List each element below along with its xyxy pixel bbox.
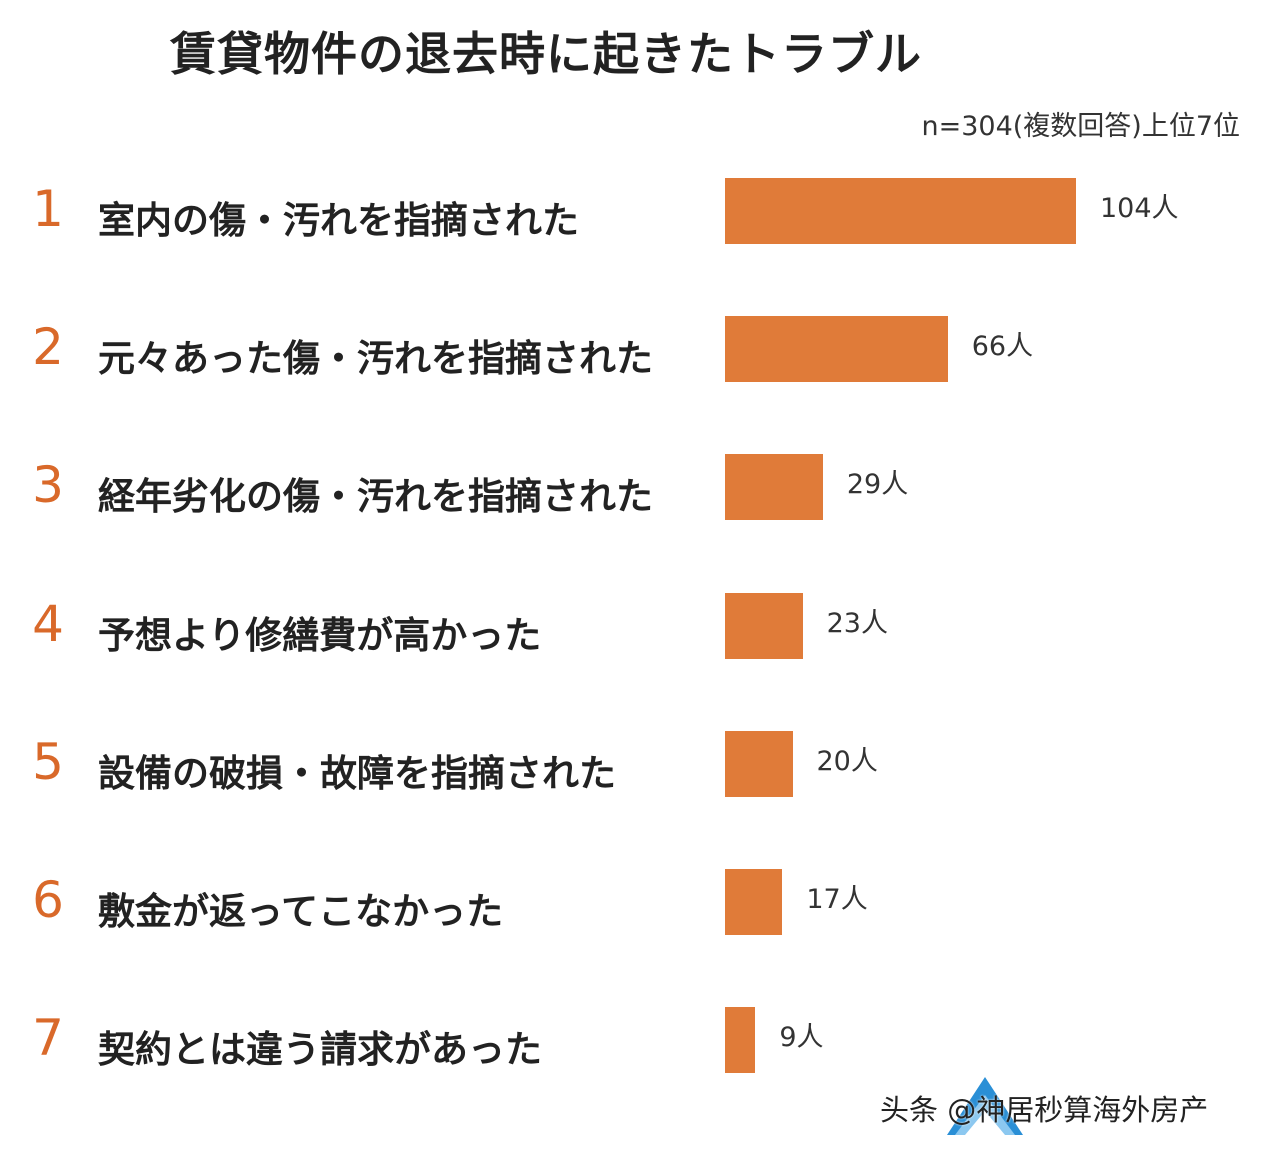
bar-row: 6 敷金が返ってこなかった 17人	[0, 867, 1272, 937]
category-label: 契約とは違う請求があった	[98, 1028, 542, 1071]
rank-number: 4	[32, 595, 64, 653]
bar	[725, 454, 823, 520]
bar	[725, 316, 948, 382]
category-label: 経年劣化の傷・汚れを指摘された	[98, 475, 653, 518]
watermark: 头条 @神居秒算海外房产	[880, 1093, 1209, 1127]
bar-row: 2 元々あった傷・汚れを指摘された 66人	[0, 314, 1272, 384]
chart-subtitle: n=304(複数回答)上位7位	[921, 111, 1240, 142]
rank-number: 3	[32, 456, 64, 514]
bar	[725, 1007, 756, 1073]
category-label: 元々あった傷・汚れを指摘された	[98, 337, 653, 380]
bar-row: 4 予想より修繕費が高かった 23人	[0, 591, 1272, 661]
rank-number: 5	[32, 733, 64, 791]
rank-number: 6	[32, 871, 64, 929]
rank-number: 2	[32, 318, 64, 376]
rank-number: 1	[32, 180, 64, 238]
bar	[725, 178, 1076, 244]
category-label: 敷金が返ってこなかった	[98, 890, 504, 933]
value-label: 20人	[816, 746, 878, 777]
logo-triangle-icon	[947, 1077, 1023, 1135]
bar	[725, 593, 803, 659]
value-label: 9人	[779, 1022, 824, 1053]
category-label: 室内の傷・汚れを指摘された	[98, 199, 579, 242]
value-label: 17人	[806, 884, 868, 915]
value-label: 29人	[846, 469, 909, 500]
category-label: 設備の破損・故障を指摘された	[98, 752, 616, 795]
bar-row: 1 室内の傷・汚れを指摘された 104人	[0, 176, 1272, 246]
bar-row: 3 経年劣化の傷・汚れを指摘された 29人	[0, 452, 1272, 522]
bar-row: 5 設備の破損・故障を指摘された 20人	[0, 729, 1272, 799]
bar	[725, 731, 793, 797]
chart-title: 賃貸物件の退去時に起きたトラブル	[170, 27, 922, 81]
category-label: 予想より修繕費が高かった	[98, 614, 542, 657]
value-label: 23人	[826, 608, 888, 639]
value-label: 66人	[971, 331, 1034, 362]
bar	[725, 869, 783, 935]
bar-row: 7 契約とは違う請求があった 9人	[0, 1005, 1272, 1075]
value-label: 104人	[1100, 193, 1179, 224]
rank-number: 7	[32, 1009, 64, 1067]
